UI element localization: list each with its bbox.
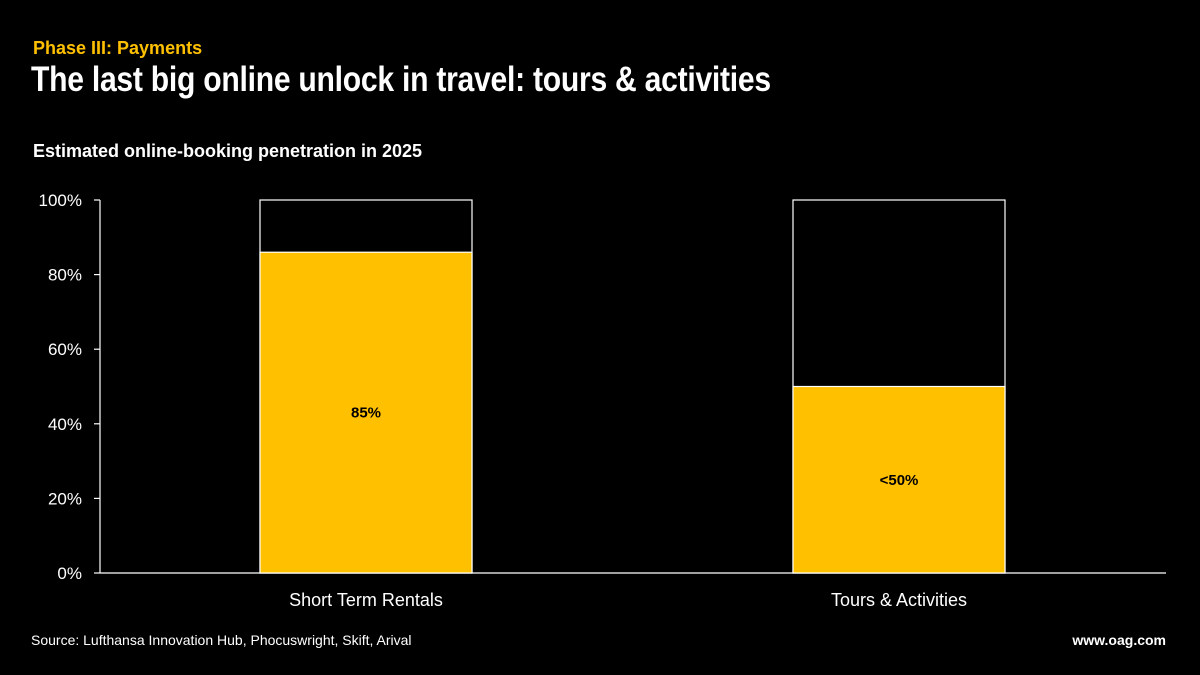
- y-tick-label: 60%: [48, 340, 82, 359]
- x-tick-label: Tours & Activities: [831, 590, 967, 610]
- y-tick-label: 40%: [48, 415, 82, 434]
- website-url: www.oag.com: [1072, 632, 1166, 648]
- chart-title: Estimated online-booking penetration in …: [33, 141, 423, 161]
- y-tick-label: 100%: [39, 191, 82, 210]
- x-tick-label: Short Term Rentals: [289, 590, 443, 610]
- source-note: Source: Lufthansa Innovation Hub, Phocus…: [31, 632, 412, 648]
- y-tick-label: 20%: [48, 489, 82, 508]
- data-label: 85%: [351, 405, 381, 422]
- page-title: The last big online unlock in travel: to…: [31, 60, 771, 99]
- y-tick-label: 80%: [48, 266, 82, 285]
- bar: [792, 385, 1006, 574]
- bar: [259, 251, 473, 574]
- y-tick-label: 0%: [57, 564, 82, 583]
- data-label: <50%: [880, 472, 919, 489]
- eyebrow-label: Phase III: Payments: [33, 38, 203, 58]
